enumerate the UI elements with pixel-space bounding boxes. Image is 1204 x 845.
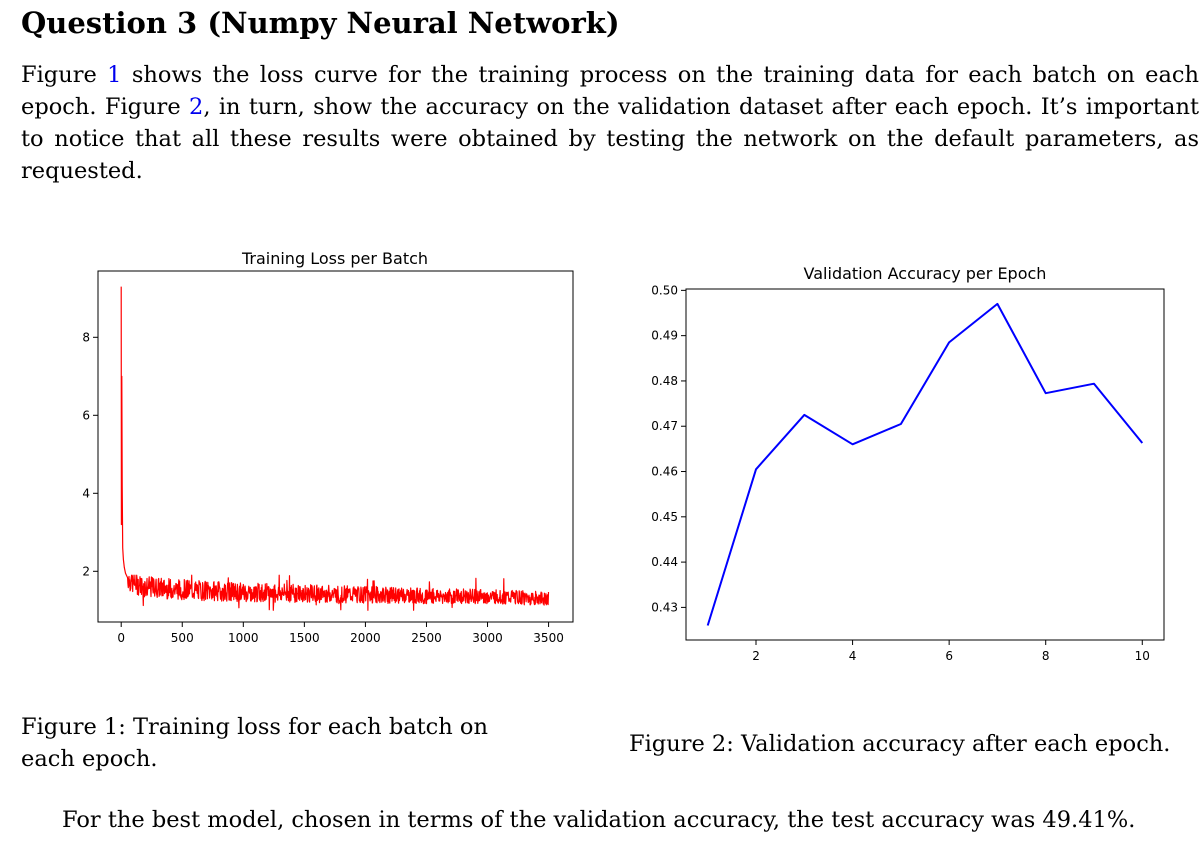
chart1-xtick-label: 2000 bbox=[350, 631, 381, 645]
chart1-title: Training Loss per Batch bbox=[241, 249, 428, 268]
chart2-ytick-label: 0.43 bbox=[651, 600, 678, 614]
chart1-xtick-label: 500 bbox=[171, 631, 194, 645]
chart2-plot-area: 2 4 6 8 10 0.43 0.44 0.45 0.46 0.47 0.48 0.49 0.50 bbox=[651, 283, 1150, 663]
figure-2-caption: Figure 2: Validation accuracy after each… bbox=[629, 731, 1171, 757]
chart1-ytick-label: 2 bbox=[82, 564, 90, 578]
chart2-series-line bbox=[706, 302, 1144, 626]
chart1-xtick-label: 3500 bbox=[533, 631, 564, 645]
intro-paragraph: Figure 1 shows the loss curve for the tr… bbox=[21, 59, 1199, 187]
section-title: Question 3 (Numpy Neural Network) bbox=[21, 6, 620, 40]
figure-2-link[interactable]: 2 bbox=[188, 94, 204, 120]
chart2-ytick-label: 0.44 bbox=[651, 555, 678, 569]
chart2-ytick-label: 0.49 bbox=[651, 329, 678, 343]
chart1-xtick-label: 1000 bbox=[228, 631, 259, 645]
chart1-xtick-label: 3000 bbox=[472, 631, 503, 645]
chart2-xtick-label: 6 bbox=[945, 649, 953, 663]
chart2-xtick-label: 2 bbox=[752, 649, 760, 663]
chart2-ytick-label: 0.48 bbox=[651, 374, 678, 388]
chart2-ytick-label: 0.46 bbox=[651, 465, 678, 479]
conclusion-text: For the best model, chosen in terms of t… bbox=[62, 807, 1136, 833]
chart2-frame bbox=[685, 288, 1165, 641]
chart1-frame bbox=[97, 270, 574, 623]
figure-1-caption: Figure 1: Training loss for each batch o… bbox=[21, 714, 488, 772]
intro-text-2: shows the loss curve for the training pr… bbox=[21, 62, 1200, 120]
intro-text-3: , in turn, show the accuracy on the vali… bbox=[21, 94, 1199, 184]
chart1-ytick-label: 8 bbox=[82, 330, 90, 344]
chart2-ytick-label: 0.50 bbox=[651, 283, 678, 297]
chart1-ytick-label: 6 bbox=[82, 408, 90, 422]
chart2-xtick-label: 10 bbox=[1135, 649, 1150, 663]
chart1-series-line bbox=[120, 286, 550, 611]
chart2-ytick-label: 0.45 bbox=[651, 510, 678, 524]
chart1-plot-area: 0 500 1000 1500 2000 2500 3000 3500 2 4 6 8 bbox=[82, 286, 564, 645]
chart1-xtick-label: 1500 bbox=[289, 631, 320, 645]
figure-1-link[interactable]: 1 bbox=[107, 62, 122, 88]
chart1-xtick-label: 0 bbox=[117, 631, 125, 645]
chart2-ytick-label: 0.47 bbox=[651, 419, 678, 433]
chart1-ytick-label: 4 bbox=[82, 486, 90, 500]
chart2-title: Validation Accuracy per Epoch bbox=[804, 264, 1047, 283]
intro-text-1: Figure bbox=[21, 62, 108, 88]
chart1-xtick-label: 2500 bbox=[411, 631, 442, 645]
chart2-xtick-label: 8 bbox=[1042, 649, 1050, 663]
chart2-xtick-label: 4 bbox=[849, 649, 857, 663]
